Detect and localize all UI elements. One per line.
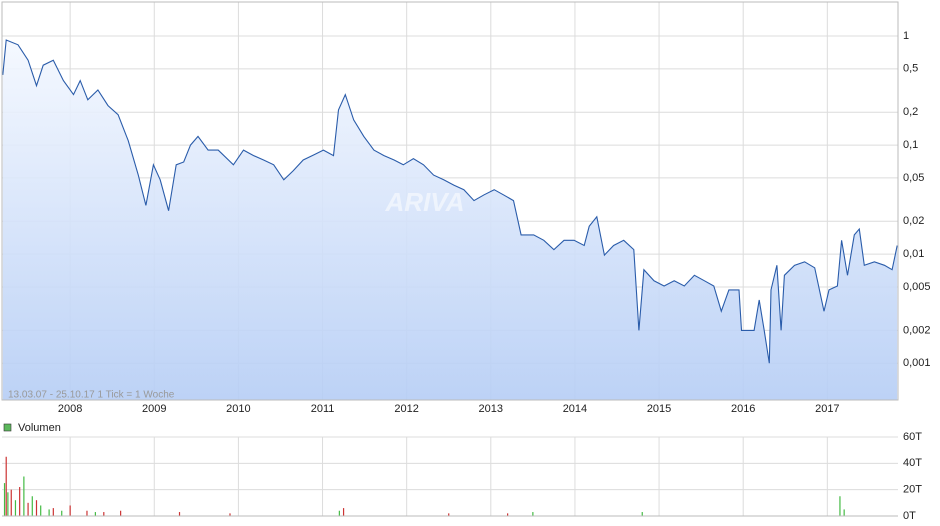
- volume-bar: [532, 512, 534, 516]
- x-tick-label: 2014: [563, 403, 587, 415]
- volume-bar: [178, 512, 181, 516]
- x-tick-label: 2017: [815, 403, 839, 415]
- x-tick-label: 2016: [731, 403, 755, 415]
- y-tick-label: 0,005: [903, 281, 931, 293]
- volume-bar: [338, 510, 340, 516]
- volume-bar: [103, 512, 105, 516]
- y-tick-label: 40T: [903, 457, 922, 469]
- y-tick-label: 20T: [903, 484, 922, 496]
- volume-bar: [94, 512, 96, 516]
- volume-bar: [52, 508, 54, 516]
- volume-bar: [120, 510, 122, 516]
- y-tick-label: 0,5: [903, 63, 918, 75]
- volume-bar: [7, 492, 9, 516]
- x-tick-label: 2011: [311, 403, 335, 415]
- y-tick-label: 0,02: [903, 215, 924, 227]
- watermark: ARIVA: [385, 187, 465, 217]
- volume-bar: [839, 496, 841, 516]
- volume-bar: [448, 513, 450, 516]
- volume-bar: [342, 508, 345, 516]
- x-tick-label: 2009: [142, 403, 166, 415]
- y-tick-label: 0T: [903, 510, 916, 522]
- range-note: 13.03.07 - 25.10.17 1 Tick = 1 Woche: [8, 390, 175, 401]
- y-tick-label: 0,1: [903, 139, 918, 151]
- plot-border: [1, 1, 899, 401]
- volume-bar: [14, 500, 17, 516]
- volume-bar: [507, 513, 509, 516]
- y-tick-label: 60T: [903, 431, 922, 443]
- volume-bar: [843, 509, 845, 516]
- volume-bar: [61, 510, 63, 516]
- y-tick-label: 0,01: [903, 248, 924, 260]
- x-tick-label: 2010: [226, 403, 250, 415]
- y-tick-label: 1: [903, 30, 909, 42]
- area: [2, 40, 898, 400]
- volume-bar: [31, 496, 33, 516]
- volume-bar: [69, 505, 71, 516]
- volume-bar: [27, 502, 29, 516]
- x-tick-label: 2015: [647, 403, 671, 415]
- volume-bar: [10, 489, 12, 516]
- volume-bar: [48, 509, 50, 516]
- volume-bar: [229, 513, 231, 516]
- volume-bar: [5, 456, 7, 516]
- y-tick-label: 0,05: [903, 172, 924, 184]
- x-tick-label: 2012: [394, 403, 418, 415]
- volume-bar: [86, 510, 88, 516]
- volume-bar: [23, 476, 25, 516]
- volume-bar: [40, 505, 42, 516]
- volume-bar: [19, 487, 21, 516]
- volume-bar: [3, 483, 6, 516]
- x-tick-label: 2013: [479, 403, 503, 415]
- legend-label: Volumen: [18, 422, 61, 434]
- x-tick-label: 2008: [58, 403, 82, 415]
- volume-bar: [641, 512, 643, 516]
- y-tick-label: 0,001: [903, 357, 931, 369]
- volume-bar: [35, 500, 38, 516]
- y-tick-label: 0,002: [903, 324, 931, 336]
- price-line: [2, 39, 898, 364]
- legend-swatch: [3, 423, 12, 432]
- y-tick-label: 0,2: [903, 106, 918, 118]
